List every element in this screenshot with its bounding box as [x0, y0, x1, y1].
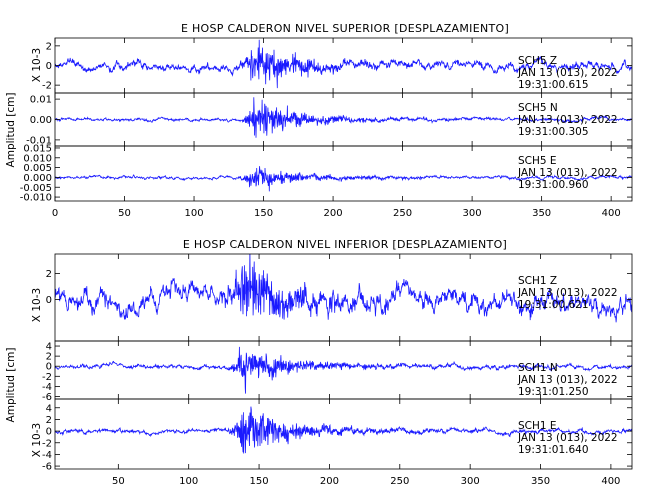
panel-frame	[54, 145, 633, 202]
y-tick-label: 0.00	[30, 115, 52, 126]
x-tick-label: 200	[324, 208, 343, 219]
x-tick-label: 50	[112, 476, 125, 487]
y-tick-label: -4	[42, 382, 52, 393]
chart-nivel-superior: E HOSP CALDERON NIVEL SUPERIOR [DESPLAZA…	[5, 22, 633, 219]
time-label: 19:31:00.621	[518, 299, 589, 311]
x-tick-label: 350	[531, 476, 550, 487]
series-trace	[55, 254, 632, 323]
y-tick-label: 4	[46, 342, 52, 353]
y-tick-label: -6	[42, 392, 52, 403]
date-label: JAN 13 (013), 2022	[517, 432, 618, 444]
date-label: JAN 13 (013), 2022	[517, 287, 618, 299]
chart-title-inferior: E HOSP CALDERON NIVEL INFERIOR [DESPLAZA…	[183, 238, 507, 251]
y-tick-label: 2	[46, 415, 52, 426]
y-tick-label: 0.005	[23, 163, 52, 174]
y-tick-label: -0.010	[20, 193, 52, 204]
station-label: SCH1 Z	[518, 275, 557, 287]
time-label: 19:31:00.615	[518, 79, 589, 91]
panel-frame	[54, 398, 633, 470]
panel-scale-label: X 10-3	[31, 288, 43, 322]
y-tick-label: 0	[46, 362, 52, 373]
y-tick-label: 0.000	[23, 173, 52, 184]
x-tick-label: 300	[463, 208, 482, 219]
panel-scale-label: X 10-3	[31, 48, 43, 82]
y-tick-label: 0	[46, 295, 52, 306]
series-trace	[55, 97, 632, 138]
chart-nivel-inferior: E HOSP CALDERON NIVEL INFERIOR [DESPLAZA…	[5, 238, 633, 487]
y-axis-label: Amplitud [cm]	[5, 348, 17, 423]
y-tick-label: -0.005	[20, 183, 52, 194]
series-trace	[55, 166, 632, 192]
x-tick-label: 250	[390, 476, 409, 487]
x-tick-label: 150	[254, 208, 273, 219]
series-trace	[55, 39, 632, 89]
x-tick-label: 200	[320, 476, 339, 487]
panel-scale-label: X 10-3	[31, 423, 43, 457]
station-label: SCH1 E	[518, 420, 557, 432]
station-label: SCH5 Z	[518, 55, 557, 67]
x-tick-label: 50	[118, 208, 131, 219]
date-label: JAN 13 (013), 2022	[517, 67, 618, 79]
y-tick-label: 0.015	[23, 143, 52, 154]
time-label: 19:31:00.960	[518, 179, 589, 191]
chart-title-superior: E HOSP CALDERON NIVEL SUPERIOR [DESPLAZA…	[181, 22, 509, 35]
y-tick-label: -2	[42, 372, 52, 383]
y-tick-label: 2	[46, 269, 52, 280]
x-tick-label: 150	[250, 476, 269, 487]
x-tick-label: 300	[461, 476, 480, 487]
station-label: SCH5 E	[518, 155, 557, 167]
x-tick-label: 400	[601, 476, 620, 487]
y-tick-label: 0	[46, 61, 52, 72]
date-label: JAN 13 (013), 2022	[517, 114, 618, 126]
y-tick-label: -6	[42, 462, 52, 473]
series-trace	[55, 406, 632, 454]
x-tick-label: 400	[602, 208, 621, 219]
time-label: 19:31:00.305	[518, 126, 589, 138]
y-tick-label: 0.010	[23, 153, 52, 164]
station-label: SCH1 N	[518, 362, 558, 374]
x-tick-label: 100	[184, 208, 203, 219]
y-tick-label: -2	[42, 81, 52, 92]
x-tick-label: 0	[52, 208, 58, 219]
series-trace	[55, 346, 632, 394]
y-tick-label: -0.01	[26, 135, 52, 146]
y-axis-label: Amplitud [cm]	[5, 93, 17, 168]
x-tick-label: 350	[532, 208, 551, 219]
time-label: 19:31:01.640	[518, 444, 589, 456]
y-tick-label: 4	[46, 403, 52, 414]
date-label: JAN 13 (013), 2022	[517, 374, 618, 386]
x-tick-label: 250	[393, 208, 412, 219]
x-tick-label: 100	[179, 476, 198, 487]
y-tick-label: 0	[46, 427, 52, 438]
y-tick-label: 2	[46, 352, 52, 363]
y-tick-label: 2	[46, 41, 52, 52]
y-tick-label: -2	[42, 438, 52, 449]
y-tick-label: -4	[42, 450, 52, 461]
station-label: SCH5 N	[518, 102, 558, 114]
date-label: JAN 13 (013), 2022	[517, 167, 618, 179]
y-tick-label: 0.01	[30, 95, 52, 106]
time-label: 19:31:01.250	[518, 386, 589, 398]
